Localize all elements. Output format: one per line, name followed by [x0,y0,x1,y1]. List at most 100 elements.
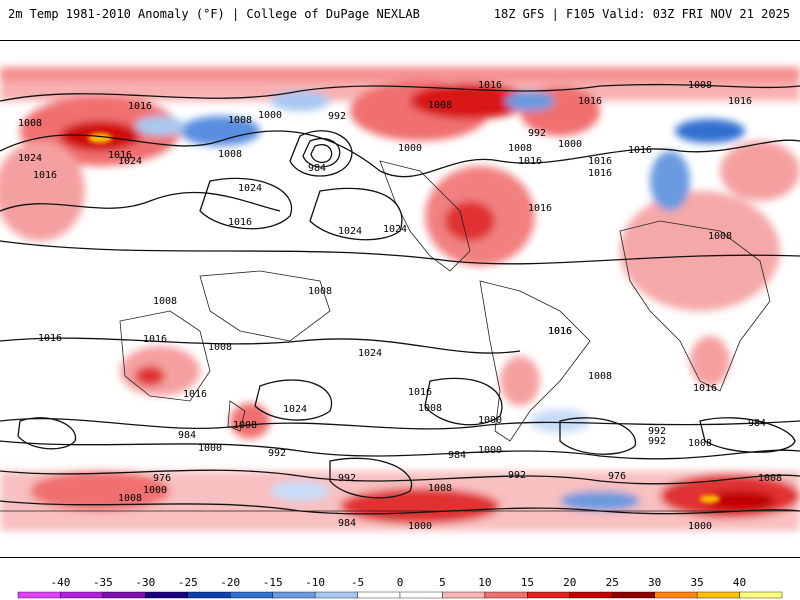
isobar-label: 992 [648,436,666,447]
isobar-label: 1016 [728,96,752,107]
isobar-label: 1008 [118,493,142,504]
isobar-label: 1008 [233,420,257,431]
isobar-label: 984 [748,418,766,429]
colorbar-canvas: -40 -35 -30 -25 -20 -15 -10 -5 0 5 10 15 20 25 30 35 40 [17,576,783,599]
isobar-label: 1024 [383,224,407,235]
colorbar-swatch [314,591,358,599]
colorbar-tick-label: 25 [606,576,619,589]
colorbar-tick-label: 0 [397,576,404,589]
colorbar-swatch [739,591,783,599]
isobar-label: 992 [648,426,666,437]
isobar-label: 1024 [18,153,42,164]
colorbar-swatch [60,591,104,599]
isobar-label: 976 [153,473,171,484]
isobar-label: 1008 [218,149,242,160]
isobar-label: 984 [448,450,466,461]
colorbar-swatch [612,591,655,599]
colorbar-swatch [569,591,613,599]
colorbar-tick-label: -35 [93,576,113,589]
isobar-label: 1000 [408,521,432,532]
isobar-label: 1016 [108,150,132,161]
isobar-label: 1008 [153,296,177,307]
isobar-label: 992 [268,448,286,459]
isobar-label: 1016 [408,387,432,398]
isobar-label: 1016 [38,333,62,344]
isobar-label: 1008 [688,438,712,449]
isobar-label: 1000 [558,139,582,150]
coastlines [0,160,800,512]
colorbar-tick-label: -10 [305,576,325,589]
isobar-label: 1016 [578,96,602,107]
colorbar-swatch [230,591,273,599]
isobar-label: 1016 [693,383,717,394]
colorbar: -40 -35 -30 -25 -20 -15 -10 -5 0 5 10 15 20 25 30 35 40 [0,568,800,600]
isobar-label: 976 [608,471,626,482]
colorbar-swatch [696,591,740,599]
isobar-label: 1016 [478,80,502,91]
colorbar-tick-label: 10 [478,576,491,589]
isobar-label: 1000 [198,443,222,454]
colorbar-swatch [527,591,570,599]
colorbar-swatch [399,591,443,599]
colorbar-swatch [102,591,146,599]
colorbar-swatch [17,591,61,599]
isobar-label: 1024 [283,404,307,415]
isobar-label: 1008 [418,403,442,414]
isobar-label: 1000 [398,143,422,154]
isobar-label: 1000 [143,485,167,496]
isobar-label: 1008 [688,80,712,91]
isobar-label: 1016 [183,389,207,400]
isobar-label: 1016 [548,326,572,337]
colorbar-swatch [357,591,401,599]
isobar-label: 1016 [628,145,652,156]
colorbar-tick-label: -15 [263,576,283,589]
isobar-label: 984 [308,163,326,174]
isobar-label: 1016 [128,101,152,112]
isobar-label: 1008 [228,115,252,126]
isobar-label: 1024 [118,156,142,167]
isobar-label: 1016 [518,156,542,167]
isobar-label: 1000 [258,110,282,121]
isobar-label: 984 [338,518,356,529]
isobar-label: 1008 [18,118,42,129]
isobar-label: 1000 [478,415,502,426]
colorbar-tick-label: 35 [690,576,703,589]
isobar-label: 1000 [478,445,502,456]
colorbar-tick-label: -25 [178,576,198,589]
isobar-label: 992 [508,470,526,481]
isobar-label: 1008 [758,473,782,484]
isobars [0,83,800,515]
isobar-label: 1016 [588,168,612,179]
header: 2m Temp 1981-2010 Anomaly (°F) | College… [0,0,800,40]
colorbar-tick-label: 30 [648,576,661,589]
isobar-label: 1016 [228,217,252,228]
colorbar-swatch [272,591,316,599]
colorbar-swatch [484,591,528,599]
colorbar-swatch [187,591,231,599]
isobar-label: 1016 [143,334,167,345]
colorbar-tick-label: 20 [563,576,576,589]
isobar-label: 1016 [548,326,572,337]
isobar-label: 1008 [208,342,232,353]
isobar-label: 1024 [358,348,382,359]
colorbar-tick-label: -30 [135,576,155,589]
colorbar-swatch [145,591,188,599]
isobar-label: 1000 [688,521,712,532]
isobar-label: 1016 [588,156,612,167]
colorbar-tick-label: 15 [521,576,534,589]
colorbar-swatch [654,591,698,599]
model-run-valid-time: 18Z GFS | F105 Valid: 03Z FRI NOV 21 202… [493,7,790,21]
isobar-label: 1008 [428,483,452,494]
colorbar-tick-label: 5 [439,576,446,589]
colorbar-tick-label: 40 [733,576,746,589]
colorbar-tick-label: -40 [51,576,71,589]
anomaly-map: 1016 1008 1016 1016 1008 992 1000 1016 1000 1024 1… [0,40,800,558]
isobar-label: 992 [338,473,356,484]
isobar-label: 1008 [588,371,612,382]
isobar-label: 1016 [528,203,552,214]
isobar-label: 1008 [428,100,452,111]
isobar-label: 992 [328,111,346,122]
colorbar-tick-label: -20 [220,576,240,589]
isobar-label: 1016 [33,170,57,181]
